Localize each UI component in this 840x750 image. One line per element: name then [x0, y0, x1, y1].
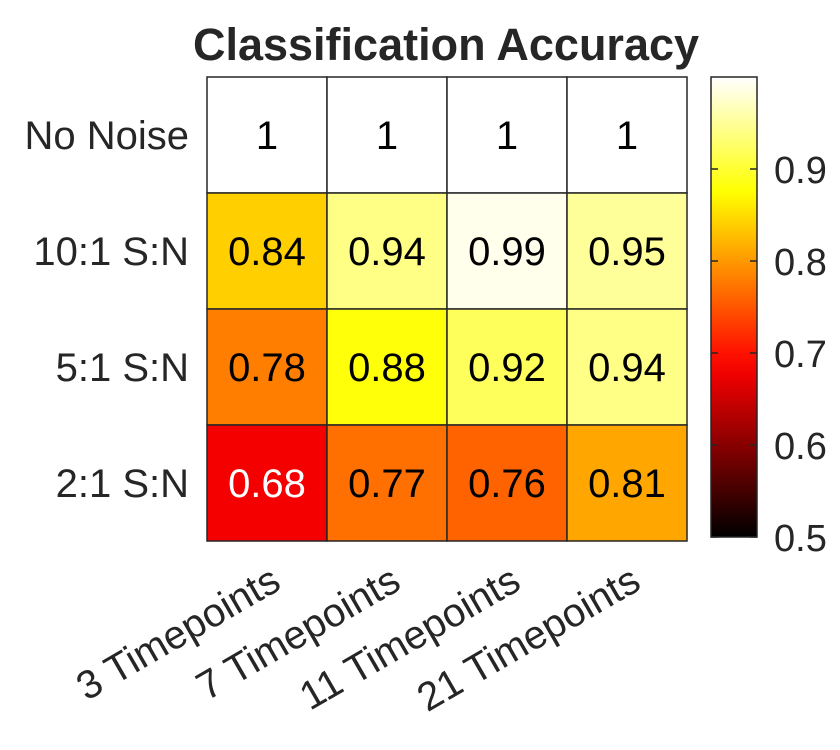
cell-value-label: 1	[616, 114, 638, 158]
cell-value-label: 0.77	[348, 462, 426, 506]
cell-value-label: 0.78	[228, 346, 306, 390]
row-label: 10:1 S:N	[33, 230, 189, 274]
colorbar-tick-label: 0.5	[774, 518, 827, 560]
heatmap-cell	[326, 308, 448, 426]
heatmap-cell	[566, 192, 688, 310]
cell-value-label: 0.99	[468, 230, 546, 274]
cell-value-label: 0.84	[228, 230, 306, 274]
heatmap-cell	[566, 76, 688, 194]
chart-title: Classification Accuracy	[193, 19, 699, 70]
heatmap-cell	[446, 76, 568, 194]
heatmap-cell	[326, 76, 448, 194]
heatmap-cell	[326, 424, 448, 542]
row-labels: No Noise 10:1 S:N 5:1 S:N 2:1 S:N	[24, 114, 189, 506]
cell-value-label: 0.95	[588, 230, 666, 274]
colorbar-gradient	[710, 76, 758, 538]
colorbar: 0.5 0.6 0.7 0.8 0.9	[710, 76, 827, 560]
heatmap-cell	[206, 76, 328, 194]
heatmap-cells: 1 1 1 1 0.84 0.94 0.99 0.95 0.78 0.88 0.92 0.94 0.68…	[206, 76, 688, 542]
cell-value-label: 0.76	[468, 462, 546, 506]
row-label: 2:1 S:N	[56, 462, 189, 506]
cell-value-label: 1	[256, 114, 278, 158]
cell-value-label: 0.94	[348, 230, 426, 274]
colorbar-tick-label: 0.8	[774, 242, 827, 284]
row-label: No Noise	[24, 114, 189, 158]
colorbar-tick-label: 0.9	[774, 150, 827, 192]
row-label: 5:1 S:N	[56, 346, 189, 390]
cell-value-label: 0.68	[228, 462, 306, 506]
cell-value-label: 0.81	[588, 462, 666, 506]
cell-value-label: 1	[496, 114, 518, 158]
colorbar-tick-label: 0.6	[774, 426, 827, 468]
heatmap-cell	[326, 192, 448, 310]
cell-value-label: 0.94	[588, 346, 666, 390]
cell-value-label: 0.88	[348, 346, 426, 390]
heatmap-cell	[566, 424, 688, 542]
colorbar-tick-label: 0.7	[774, 334, 827, 376]
heatmap-cell	[206, 424, 328, 542]
heatmap-cell	[566, 308, 688, 426]
heatmap-cell	[206, 192, 328, 310]
cell-value-label: 0.92	[468, 346, 546, 390]
cell-value-label: 1	[376, 114, 398, 158]
